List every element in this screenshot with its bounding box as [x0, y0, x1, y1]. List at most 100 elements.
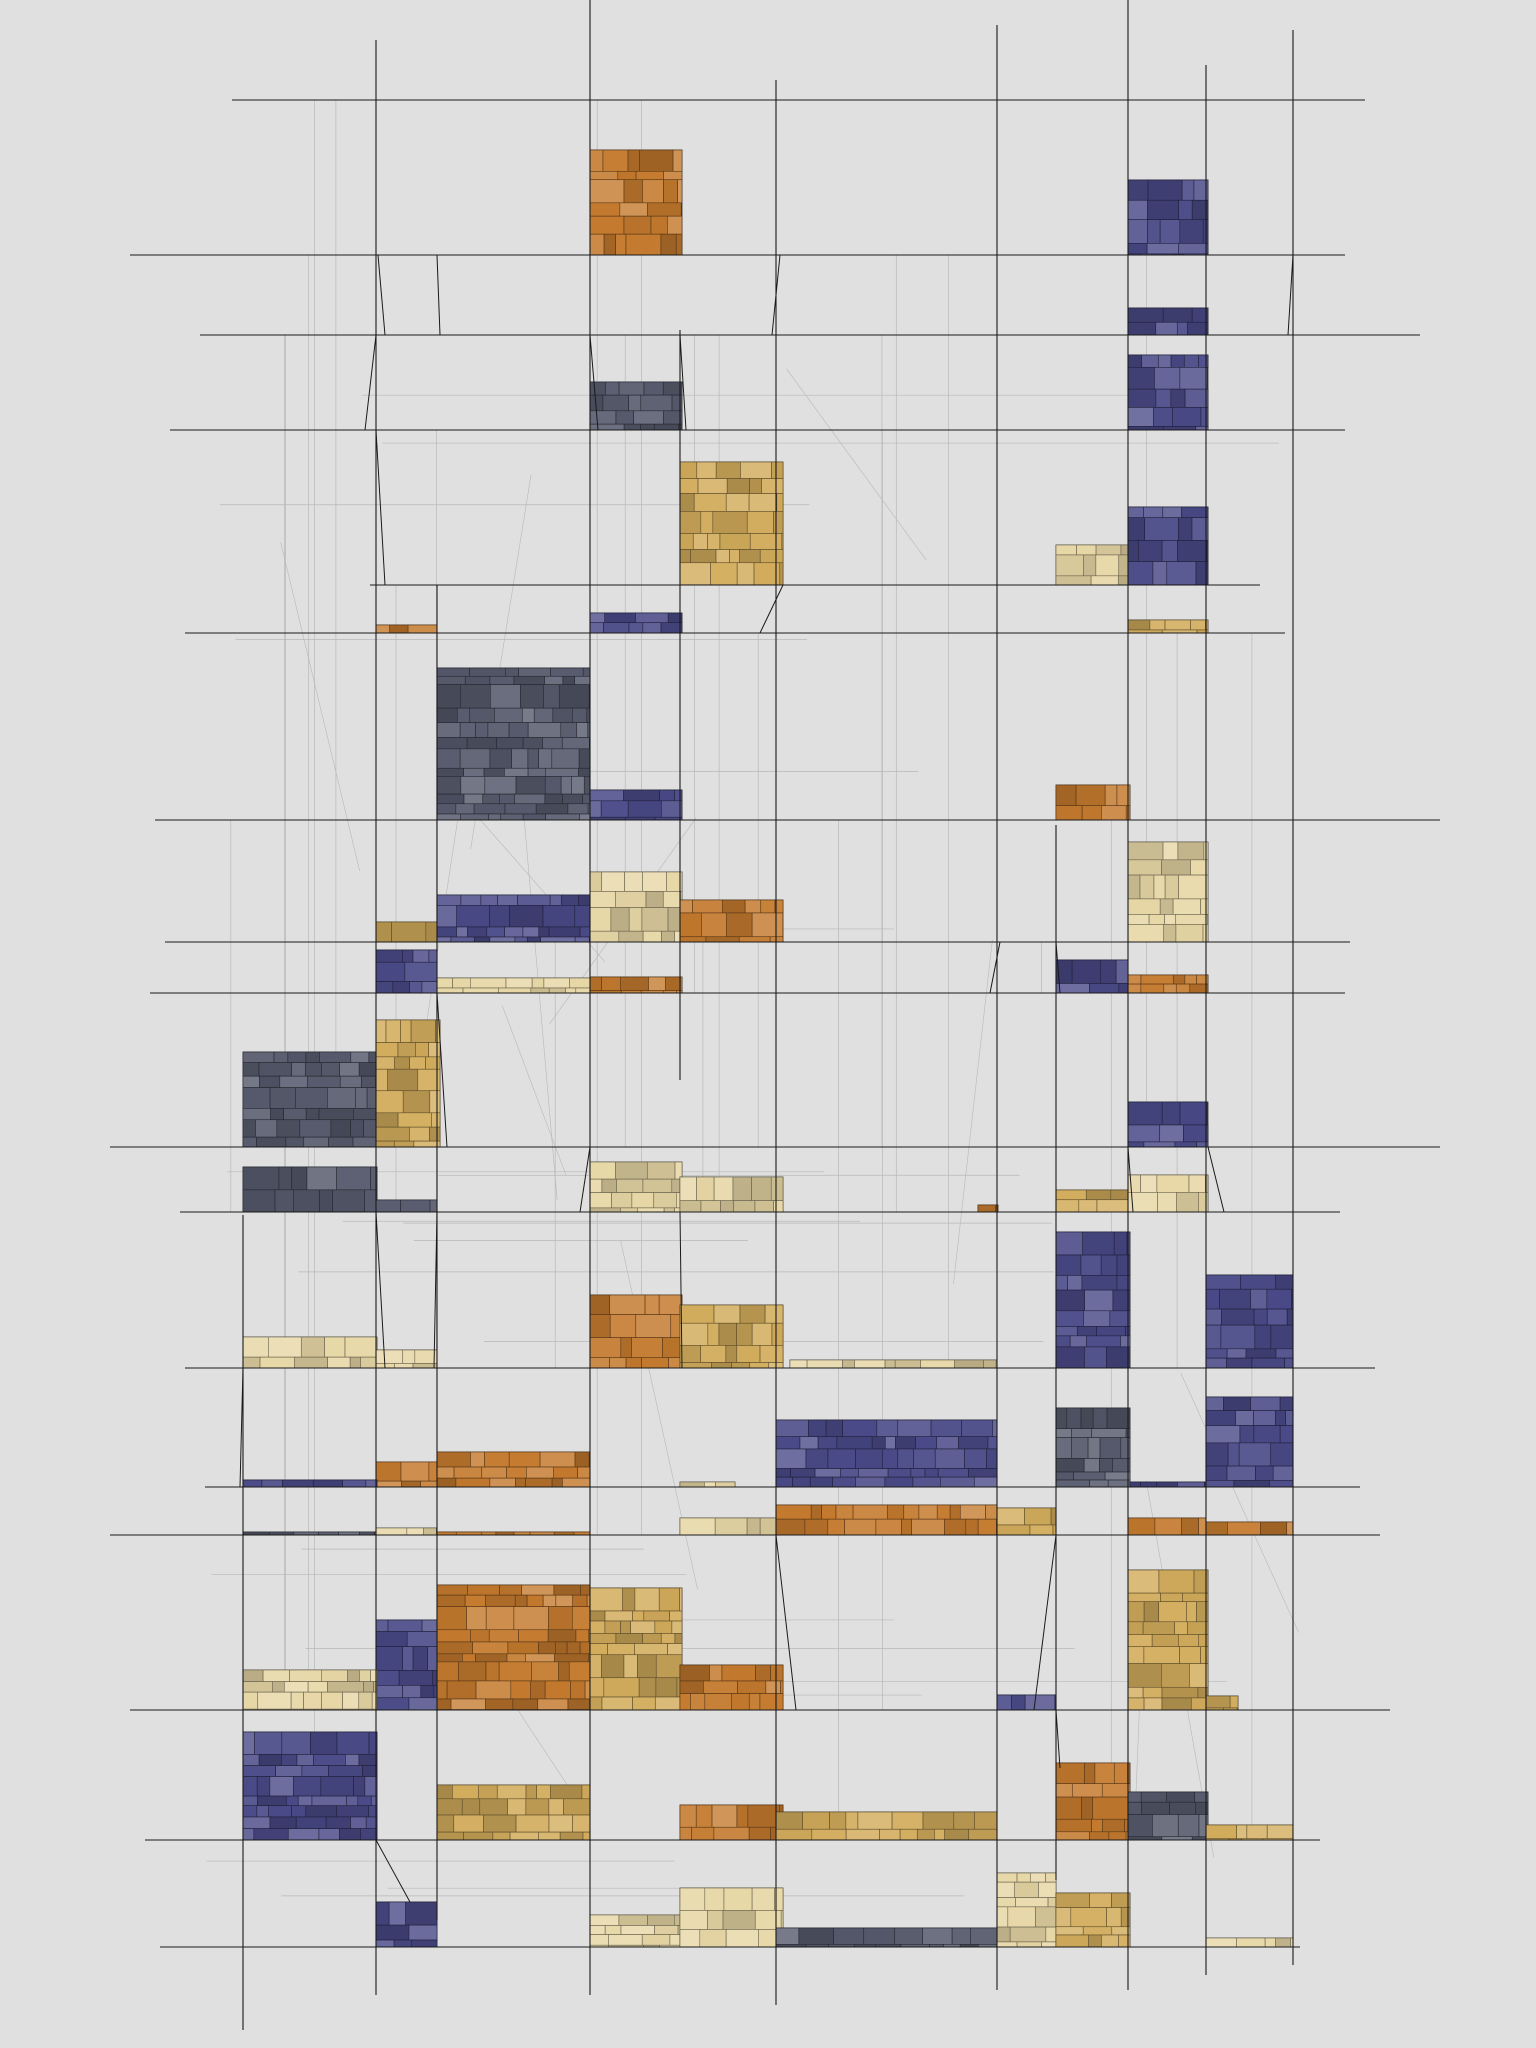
- slate-tile: [242, 1119, 256, 1138]
- orange-tile: [485, 1698, 514, 1710]
- tan-tile: [477, 1784, 498, 1800]
- tan-tile: [1142, 1686, 1163, 1699]
- cream-tile: [1127, 874, 1141, 900]
- navy-tile: [256, 1776, 271, 1797]
- tan-tile: [934, 1828, 945, 1841]
- navy-tile: [1181, 506, 1209, 518]
- navy-tile: [1127, 561, 1154, 586]
- slate-tile: [1169, 1801, 1197, 1815]
- cream-tile: [1200, 898, 1209, 915]
- tan-tile: [387, 1068, 419, 1092]
- tan-tile: [375, 1019, 387, 1043]
- navy-tile: [406, 1631, 438, 1647]
- cream-tile: [394, 1363, 414, 1369]
- cream-tile: [543, 977, 570, 989]
- navy-tile: [242, 1731, 255, 1755]
- navy-tile: [1089, 983, 1120, 994]
- slate-tile: [1091, 1428, 1127, 1438]
- navy-tile: [876, 1419, 899, 1437]
- cream-tile: [996, 1926, 1011, 1943]
- tan-tile: [391, 921, 427, 943]
- slate-tile: [460, 776, 486, 795]
- navy-tile: [1176, 321, 1188, 336]
- slate-tile: [242, 1189, 276, 1213]
- navy-tile: [1120, 1335, 1131, 1348]
- orange-tile: [692, 899, 723, 914]
- cream-tile: [773, 1200, 784, 1213]
- navy-tile: [1127, 243, 1148, 255]
- orange-tile: [625, 1357, 642, 1369]
- tan-tile: [1055, 1199, 1080, 1213]
- slanted-line: [1127, 1146, 1134, 1213]
- slate-tile: [618, 381, 645, 396]
- navy-tile: [792, 1476, 811, 1488]
- slate-tile: [1073, 1471, 1106, 1481]
- slanted-line: [1055, 941, 1061, 994]
- orange-tile: [525, 1477, 553, 1488]
- navy-tile: [1113, 1231, 1128, 1256]
- orange-tile: [1104, 784, 1118, 807]
- navy-tile: [832, 1476, 856, 1488]
- navy-tile: [318, 1828, 340, 1841]
- orange-tile: [485, 1661, 500, 1682]
- cream-tile: [1161, 859, 1191, 876]
- tan-tile: [655, 1654, 683, 1679]
- orange-tile: [1127, 1517, 1156, 1536]
- navy-tile: [986, 1448, 998, 1469]
- navy-tile: [1179, 219, 1204, 244]
- tan-tile: [1111, 1926, 1131, 1936]
- navy-tile: [242, 1828, 255, 1841]
- navy-tile: [1178, 199, 1193, 220]
- navy-tile: [242, 1765, 276, 1777]
- tan-tile: [492, 1831, 511, 1841]
- navy-tile: [1156, 1481, 1178, 1488]
- slate-tile: [363, 1119, 378, 1138]
- navy-tile: [328, 1765, 363, 1777]
- orange-tile: [751, 912, 784, 938]
- slate-tile: [663, 410, 683, 425]
- navy-tile: [293, 1776, 322, 1797]
- orange-tile: [731, 1693, 750, 1711]
- navy-tile: [287, 1828, 320, 1841]
- slate-tile: [1055, 1479, 1090, 1488]
- cream-tile: [1176, 1192, 1199, 1213]
- navy-tile: [1235, 1410, 1254, 1426]
- orange-tile: [647, 202, 682, 217]
- navy-tile: [589, 800, 602, 818]
- navy-tile: [1254, 1324, 1272, 1350]
- navy-tile: [1071, 959, 1102, 984]
- slate-tile: [951, 1927, 971, 1945]
- navy-tile: [799, 1436, 819, 1450]
- orange-tile: [1227, 1521, 1261, 1536]
- navy-tile: [1080, 1254, 1102, 1276]
- tan-tile: [393, 1140, 415, 1148]
- cream-tile: [1015, 1897, 1049, 1908]
- cream-tile: [983, 1359, 997, 1369]
- cream-tile: [406, 1527, 424, 1536]
- cream-tile: [344, 1336, 378, 1358]
- slate-tile: [508, 722, 529, 738]
- navy-tile: [1159, 1124, 1184, 1143]
- navy-tile: [1147, 179, 1183, 201]
- orange-tile: [436, 1451, 471, 1468]
- cream-tile: [996, 1941, 1018, 1948]
- slate-tile: [561, 737, 590, 750]
- orange-tile: [617, 170, 637, 181]
- cream-tile: [624, 871, 643, 892]
- navy-tile: [1177, 540, 1208, 562]
- orange-tile: [1108, 1831, 1127, 1841]
- slate-tile: [894, 1927, 923, 1945]
- orange-tile: [589, 215, 625, 235]
- slate-tile: [1099, 1437, 1122, 1459]
- orange-tile: [462, 1653, 476, 1663]
- orange-tile: [375, 1461, 402, 1482]
- tan-tile: [700, 511, 714, 534]
- navy-tile: [1245, 1348, 1277, 1359]
- navy-tile: [388, 1901, 406, 1926]
- tan-tile: [607, 1643, 635, 1656]
- tan-tile: [400, 1019, 412, 1043]
- orange-tile: [436, 1606, 467, 1631]
- orange-tile: [489, 1477, 516, 1488]
- navy-tile: [421, 981, 438, 994]
